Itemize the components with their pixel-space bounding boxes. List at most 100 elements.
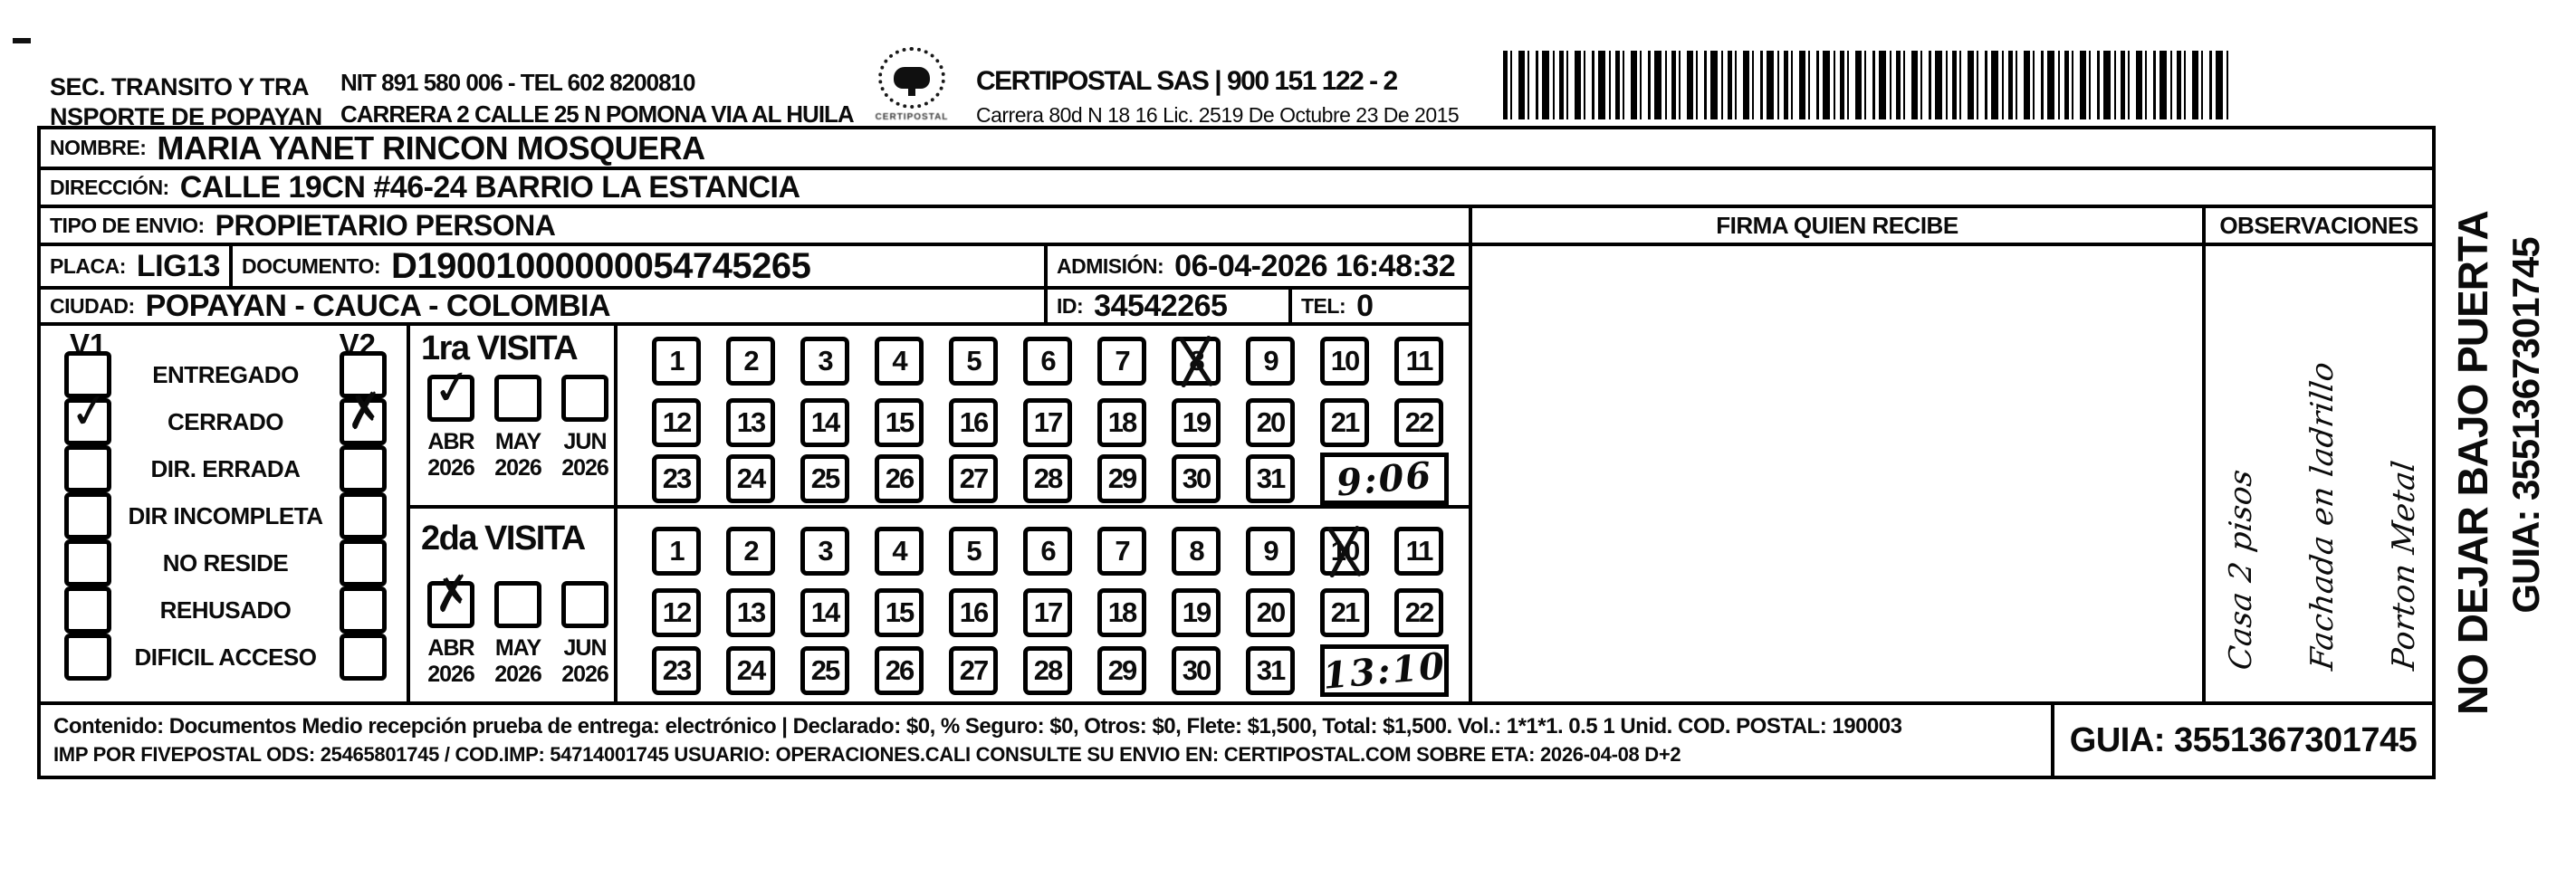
day-box-2da-30: 30 (1172, 646, 1221, 695)
v1-checkbox-dificil-acceso (64, 634, 111, 681)
day-box-1ra-6: 6 (1023, 337, 1072, 386)
day-box-1ra-16: 16 (949, 398, 998, 447)
day-box-1ra-3: 3 (800, 337, 849, 386)
day-box-1ra-23: 23 (652, 454, 701, 503)
status-row-dir-errada: DIR. ERRADA (64, 445, 387, 492)
day-box-2da-1: 1 (652, 527, 701, 576)
v2-checkbox-cerrado: ✗ (340, 382, 388, 445)
day-box-2da-5: 5 (949, 527, 998, 576)
month-checkbox-jun-1ra (561, 375, 608, 422)
status-label-dir-errada: DIR. ERRADA (150, 454, 301, 482)
status-label-dir-incompleta: DIR INCOMPLETA (128, 501, 323, 529)
day-box-1ra-20: 20 (1246, 398, 1295, 447)
scan-artifact-mark (13, 38, 31, 43)
contenido-line1: Contenido: Documentos Medio recepción pr… (53, 714, 1902, 739)
day-box-2da-20: 20 (1246, 588, 1295, 637)
direccion-label: DIRECCIÓN: (50, 175, 169, 199)
handwritten-check-mark: ✓ (429, 358, 476, 418)
side-notice-inner: NO DEJAR BAJO PUERTA GUIA: 3551367301745 (2448, 136, 2576, 715)
tipo-envio-cell: TIPO DE ENVIO: PROPIETARIO PERSONA (37, 205, 1472, 246)
day-box-2da-11: 11 (1394, 527, 1443, 576)
handwritten-time-2da: 13:10 (1321, 643, 1448, 698)
day-box-2da-9: 9 (1246, 527, 1295, 576)
tracking-barcode (1503, 51, 2232, 119)
observaciones-handwriting: Casa 2 pisos Fachada en ladrillo Porton Me… (2223, 267, 2422, 672)
side-guia-number: GUIA: 3551367301745 (2504, 237, 2547, 614)
visit1-month-checkboxes: ✓ ABR 2026 MAY 2026 JUN 2026 (421, 358, 615, 481)
v2-checkbox-dir-errada (340, 445, 387, 492)
day-box-1ra-19: 19 (1172, 398, 1221, 447)
month-col-abr-2da: ✗ ABR 2026 (421, 565, 481, 688)
v1-checkbox-no-reside (64, 539, 111, 586)
month-checkbox-jun-2da (561, 581, 608, 628)
tel-cell: TEL: 0 (1288, 286, 1472, 326)
tel-value: 0 (1356, 288, 1374, 323)
day-box-2da-16: 16 (949, 588, 998, 637)
day-box-2da-31: 31 (1246, 646, 1295, 695)
guia-number: GUIA: 3551367301745 (2069, 720, 2418, 759)
ciudad-label: CIUDAD: (50, 293, 135, 318)
sender-org-name: SEC. TRANSITO Y TRA NSPORTE DE POPAYAN (50, 72, 322, 132)
status-row-cerrado: ✓ CERRADO ✗ (64, 382, 388, 445)
delivery-status-panel: V1 V2 ENTREGADO ✓ CERRADO ✗ DIR. ERRADA DIR I… (37, 322, 410, 705)
ciudad-cell: CIUDAD: POPAYAN - CAUCA - COLOMBIA (37, 286, 1048, 326)
carrier-block: CERTIPOSTAL SAS | 900 151 122 - 2 Carrer… (976, 63, 1460, 129)
carrier-name-line: CERTIPOSTAL SAS | 900 151 122 - 2 (976, 66, 1398, 96)
sender-org-line2: NSPORTE DE POPAYAN (50, 102, 322, 130)
direccion-row: DIRECCIÓN: CALLE 19CN #46-24 BARRIO LA E… (37, 167, 2436, 208)
month-label: MAY (494, 429, 541, 454)
no-dejar-bajo-puerta-text: NO DEJAR BAJO PUERTA (2449, 211, 2496, 715)
documento-value: D19001000000054745265 (391, 245, 811, 286)
day-box-1ra-11: 11 (1394, 337, 1443, 386)
day-row-2da-3: 23 24 25 26 27 28 29 30 31 13:10 (652, 643, 1449, 698)
month-col-jun-1ra: JUN 2026 (555, 375, 615, 481)
placa-value: LIG13 (136, 248, 220, 283)
day-box-2da-22: 22 (1394, 588, 1443, 637)
observaciones-area (2202, 243, 2436, 705)
day-box-2da-13: 13 (726, 588, 775, 637)
visit1-title: 1ra VISITA (421, 329, 579, 367)
day-row-2da-1: 1 2 3 4 5 6 7 8 9 10 11 (652, 527, 1443, 576)
day-box-2da-15: 15 (875, 588, 924, 637)
day-box-2da-29: 29 (1097, 646, 1146, 695)
v2-checkbox-dificil-acceso (340, 634, 387, 681)
side-notice: NO DEJAR BAJO PUERTA GUIA: 3551367301745 (2448, 136, 2576, 715)
day-box-2da-6: 6 (1023, 527, 1072, 576)
month-checkbox-may-2da (494, 581, 541, 628)
day-box-1ra-2: 2 (726, 337, 775, 386)
id-value: 34542265 (1094, 288, 1228, 323)
day-row-1ra-1: 1 2 3 4 5 6 7 8 9 10 11 (652, 337, 1443, 386)
month-label: JUN (563, 635, 607, 661)
contenido-cell: Contenido: Documentos Medio recepción pr… (37, 701, 2054, 779)
day-box-1ra-24: 24 (726, 454, 775, 503)
day-box-2da-21: 21 (1320, 588, 1369, 637)
day-box-2da-23: 23 (652, 646, 701, 695)
visit-time-box-1ra: 9:06 (1320, 453, 1449, 505)
day-box-1ra-13: 13 (726, 398, 775, 447)
month-year: 2026 (561, 455, 609, 481)
tipo-envio-value: PROPIETARIO PERSONA (215, 208, 556, 242)
logo-bird-icon (894, 67, 930, 96)
direccion-value: CALLE 19CN #46-24 BARRIO LA ESTANCIA (179, 169, 800, 205)
handwritten-check-mark: ✗ (341, 382, 388, 442)
sender-org-line1: SEC. TRANSITO Y TRA (50, 73, 310, 100)
v1-checkbox-entregado (64, 351, 111, 398)
visit2-month-checkboxes: ✗ ABR 2026 MAY 2026 JUN 2026 (421, 565, 615, 688)
contenido-line2: IMP POR FIVEPOSTAL ODS: 25465801745 / CO… (53, 743, 1681, 766)
month-year: 2026 (561, 662, 609, 687)
status-label-dificil-acceso: DIFICIL ACCESO (134, 643, 317, 671)
status-label-rehusado: REHUSADO (159, 596, 292, 624)
status-row-entregado: ENTREGADO (64, 351, 387, 398)
month-col-may-1ra: MAY 2026 (488, 375, 548, 481)
month-year: 2026 (427, 455, 475, 481)
day-box-2da-26: 26 (875, 646, 924, 695)
day-box-2da-3: 3 (800, 527, 849, 576)
month-label: ABR (427, 429, 474, 454)
observaciones-handwriting-line: Casa 2 pisos (2223, 466, 2259, 672)
day-row-2da-2: 12 13 14 15 16 17 18 19 20 21 22 (652, 588, 1443, 637)
firma-header-cell: FIRMA QUIEN RECIBE (1469, 205, 2206, 246)
month-year: 2026 (494, 455, 542, 481)
id-cell: ID: 34542265 (1044, 286, 1292, 326)
visit2-day-grid: 1 2 3 4 5 6 7 8 9 10 11 12 13 14 15 16 17 18 19 20 21 22 23 24 2… (614, 505, 1472, 705)
day-box-2da-2: 2 (726, 527, 775, 576)
